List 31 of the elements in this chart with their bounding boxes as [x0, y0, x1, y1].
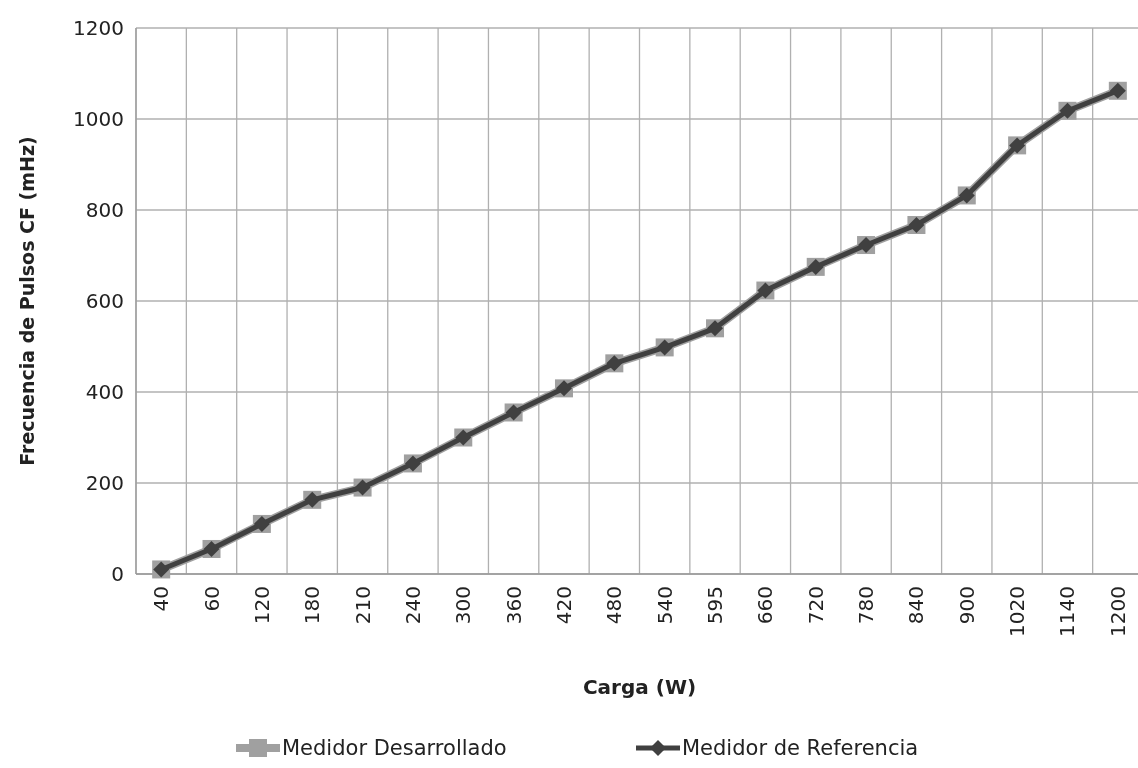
- x-tick-label: 420: [551, 586, 576, 625]
- x-tick-label: 480: [602, 586, 627, 625]
- legend-label: Medidor Desarrollado: [282, 736, 507, 761]
- x-tick-label: 360: [501, 586, 526, 625]
- x-tick-label: 540: [652, 586, 677, 625]
- y-axis-title: Frecuencia de Pulsos CF (mHz): [16, 136, 38, 466]
- x-tick-label: 840: [904, 586, 929, 625]
- x-tick-label: 120: [249, 586, 274, 625]
- y-tick-label: 200: [85, 471, 124, 495]
- x-tick-label: 210: [350, 586, 375, 625]
- x-tick-label: 595: [703, 586, 728, 625]
- y-tick-label: 1200: [73, 16, 124, 40]
- x-tick-label: 300: [451, 586, 476, 625]
- x-tick-label: 720: [803, 586, 828, 625]
- x-tick-label: 1200: [1105, 586, 1130, 637]
- y-tick-label: 800: [85, 198, 124, 222]
- y-tick-label: 0: [111, 562, 124, 586]
- x-tick-label: 40: [149, 586, 174, 612]
- x-tick-label: 660: [753, 586, 778, 625]
- x-tick-label: 780: [854, 586, 879, 625]
- y-tick-label: 1000: [73, 107, 124, 131]
- x-tick-label: 1020: [1005, 586, 1030, 637]
- y-tick-label: 400: [85, 380, 124, 404]
- y-tick-label: 600: [85, 289, 124, 313]
- x-axis-title: Carga (W): [582, 675, 697, 699]
- x-tick-label: 240: [400, 586, 425, 625]
- x-tick-label: 1140: [1055, 586, 1080, 637]
- x-tick-label: 900: [954, 586, 979, 625]
- x-tick-label: 60: [199, 586, 224, 612]
- x-tick-label: 180: [300, 586, 325, 625]
- legend-label: Medidor de Referencia: [682, 736, 919, 761]
